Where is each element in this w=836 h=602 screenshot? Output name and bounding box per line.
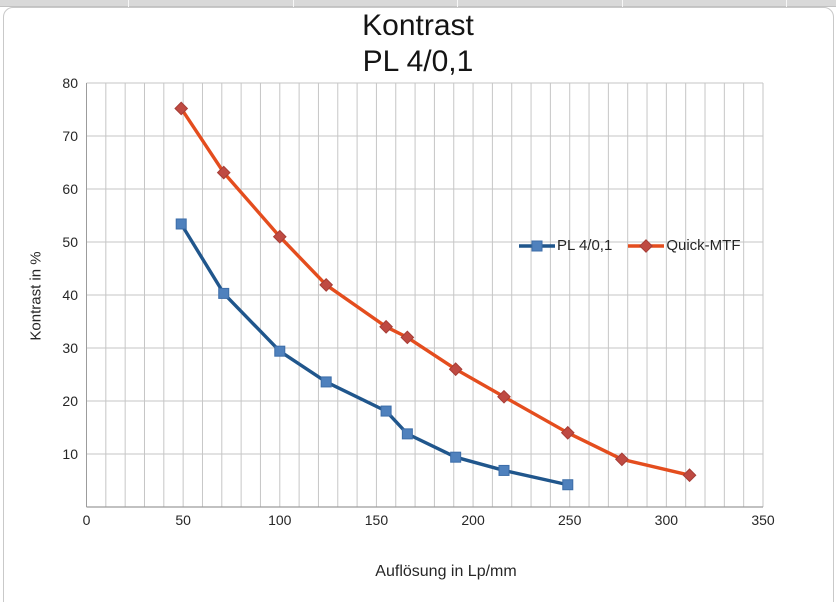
legend-item-quickmtf[interactable]: Quick-MTF: [628, 237, 741, 254]
y-tick-label: 40: [62, 287, 78, 303]
legend-swatch-square-icon: [519, 240, 555, 251]
x-tick-label: 200: [461, 512, 485, 528]
y-tick-label: 70: [62, 128, 78, 144]
x-tick-label: 0: [82, 512, 91, 528]
cell-separator: [622, 0, 623, 7]
y-tick-label: 20: [62, 393, 78, 409]
y-tick-label: 30: [62, 340, 78, 356]
x-tick-label: 100: [268, 512, 292, 528]
legend-swatch-diamond-icon: [628, 238, 665, 253]
cell-separator: [128, 0, 129, 7]
cell-separator: [786, 0, 787, 7]
chart-subtitle: PL 4/0,1: [362, 45, 474, 78]
legend: PL 4/0,1 Quick-MTF: [519, 237, 741, 254]
x-tick-label: 250: [558, 512, 582, 528]
legend-item-pl401[interactable]: PL 4/0,1: [519, 237, 612, 254]
y-tick-label: 10: [62, 446, 78, 462]
cell-separator: [457, 0, 458, 7]
x-tick-label: 350: [751, 512, 775, 528]
x-tick-label: 150: [364, 512, 389, 528]
spreadsheet-row-strip: [0, 0, 836, 7]
x-tick-label: 300: [654, 512, 679, 528]
x-tick-label: 50: [175, 512, 191, 528]
legend-label: PL 4/0,1: [557, 237, 613, 254]
chart-title-block: Kontrast PL 4/0,1: [0, 8, 836, 80]
cell-separator: [293, 0, 294, 7]
y-tick-label: 60: [62, 181, 78, 197]
chart-frame: [3, 7, 834, 602]
legend-label: Quick-MTF: [666, 237, 741, 254]
y-tick-label: 50: [62, 234, 78, 250]
chart-title: Kontrast: [362, 9, 474, 42]
y-tick-label: 80: [62, 75, 78, 91]
x-axis-title: Auflösung in Lp/mm: [375, 563, 517, 580]
